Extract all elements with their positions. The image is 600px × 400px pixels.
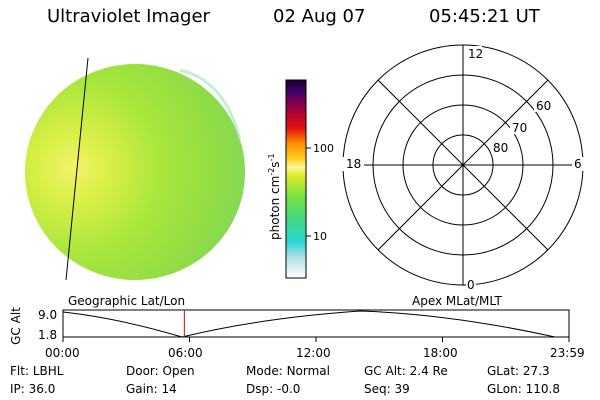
- lat-label-60: 60: [536, 99, 551, 113]
- apex-caption: Apex MLat/MLT: [412, 294, 502, 308]
- info-gain: Gain: 14: [126, 382, 177, 396]
- colorbar-label: photon cm-2s-1: [267, 153, 282, 240]
- info-mode: Mode: Normal: [246, 364, 330, 378]
- instrument-title: Ultraviolet Imager: [47, 6, 210, 27]
- timeline-xtick-3: 18:00: [423, 346, 458, 360]
- info-flt: Flt: LBHL: [10, 364, 64, 378]
- timeline-frame: [62, 309, 570, 338]
- lat-label-70: 70: [512, 121, 527, 135]
- info-glon: GLon: 110.8: [487, 382, 560, 396]
- mlt-label-0: 0: [467, 278, 475, 292]
- mlt-label-12: 12: [468, 47, 483, 61]
- observation-date: 02 Aug 07: [273, 6, 366, 27]
- colorbar-gradient: [285, 79, 307, 279]
- info-seq: Seq: 39: [364, 382, 410, 396]
- colorbar-tick-100: 100: [313, 142, 334, 155]
- earth-disk-texture: [25, 64, 245, 280]
- timeline-ylabel: GC Alt: [9, 307, 23, 345]
- mlt-label-6: 6: [574, 157, 582, 171]
- terminator-line: [65, 57, 89, 281]
- svg-text:photon cm-2s-1: photon cm-2s-1: [267, 153, 282, 240]
- info-glat: GLat: 27.3: [487, 364, 550, 378]
- timeline-xtick-0: 00:00: [45, 346, 80, 360]
- limb-glow: [179, 68, 242, 141]
- info-door: Door: Open: [126, 364, 195, 378]
- mlt-label-18: 18: [346, 157, 361, 171]
- info-dsp: Dsp: -0.0: [246, 382, 301, 396]
- altitude-curve: [62, 310, 556, 338]
- timeline-xtick-1: 06:00: [168, 346, 203, 360]
- timeline-ytick-max: 9.0: [38, 308, 57, 322]
- timeline-xtick-2: 12:00: [296, 346, 331, 360]
- timeline-xtick-4: 23:59: [550, 346, 585, 360]
- timeline-ytick-min: 1.8: [38, 328, 57, 342]
- colorbar-tick-10: 10: [313, 230, 327, 243]
- info-ip: IP: 36.0: [10, 382, 56, 396]
- polar-diagonal-2: [377, 79, 549, 251]
- info-gc-alt: GC Alt: 2.4 Re: [364, 364, 448, 378]
- observation-time: 05:45:21 UT: [429, 6, 540, 27]
- geographic-caption: Geographic Lat/Lon: [68, 294, 186, 308]
- lat-label-80: 80: [493, 141, 508, 155]
